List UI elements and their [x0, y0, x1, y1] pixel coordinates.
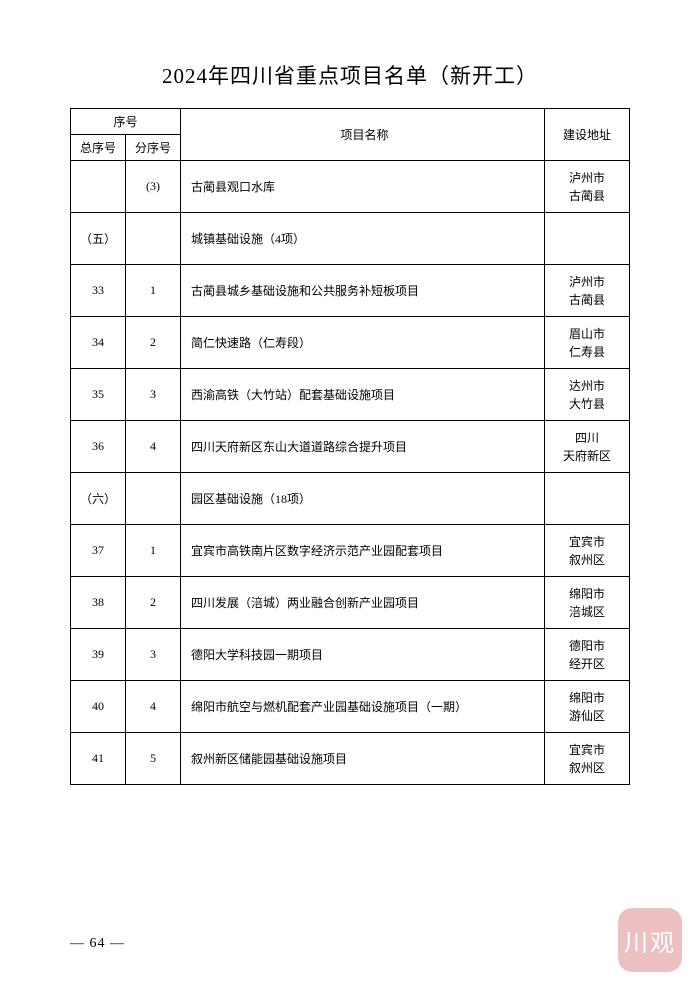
loc-line: 德阳市: [551, 637, 623, 655]
cell-loc: 宜宾市叙州区: [545, 525, 630, 577]
loc-line: 经开区: [551, 655, 623, 673]
cell-total: 40: [71, 681, 126, 733]
cell-name: 叙州新区储能园基础设施项目: [181, 733, 545, 785]
table-row: 39 3 德阳大学科技园一期项目 德阳市经开区: [71, 629, 630, 681]
cell-loc: [545, 473, 630, 525]
cell-name: 园区基础设施（18项）: [181, 473, 545, 525]
cell-total: 36: [71, 421, 126, 473]
cell-name: 西渝高铁（大竹站）配套基础设施项目: [181, 369, 545, 421]
table-header: 序号 项目名称 建设地址 总序号 分序号: [71, 109, 630, 161]
cell-sub: 1: [126, 525, 181, 577]
cell-name: 简仁快速路（仁寿段）: [181, 317, 545, 369]
header-seq-group: 序号: [71, 109, 181, 135]
table-row: 33 1 古蔺县城乡基础设施和公共服务补短板项目 泸州市古蔺县: [71, 265, 630, 317]
loc-line: 四川: [551, 429, 623, 447]
loc-line: 大竹县: [551, 395, 623, 413]
header-location: 建设地址: [545, 109, 630, 161]
header-total-seq: 总序号: [71, 135, 126, 161]
cell-total: 39: [71, 629, 126, 681]
cell-total: 41: [71, 733, 126, 785]
loc-line: 泸州市: [551, 169, 623, 187]
cell-loc: 泸州市古蔺县: [545, 161, 630, 213]
table-body: (3) 古蔺县观口水库 泸州市古蔺县 （五） 城镇基础设施（4项） 33 1 古…: [71, 161, 630, 785]
cell-total: 38: [71, 577, 126, 629]
document-page: 2024年四川省重点项目名单（新开工） 序号 项目名称 建设地址 总序号 分序号…: [0, 0, 700, 990]
cell-loc: 德阳市经开区: [545, 629, 630, 681]
loc-line: 绵阳市: [551, 585, 623, 603]
table-row: 34 2 简仁快速路（仁寿段） 眉山市仁寿县: [71, 317, 630, 369]
table-row: 37 1 宜宾市高铁南片区数字经济示范产业园配套项目 宜宾市叙州区: [71, 525, 630, 577]
loc-line: 古蔺县: [551, 187, 623, 205]
loc-line: 达州市: [551, 377, 623, 395]
cell-loc: 四川天府新区: [545, 421, 630, 473]
loc-line: 仁寿县: [551, 343, 623, 361]
cell-sub: 2: [126, 317, 181, 369]
cell-name: 城镇基础设施（4项）: [181, 213, 545, 265]
loc-line: 宜宾市: [551, 533, 623, 551]
cell-loc: [545, 213, 630, 265]
table-row: （六） 园区基础设施（18项）: [71, 473, 630, 525]
page-title: 2024年四川省重点项目名单（新开工）: [70, 60, 630, 90]
header-sub-seq: 分序号: [126, 135, 181, 161]
loc-line: 古蔺县: [551, 291, 623, 309]
table-row: 35 3 西渝高铁（大竹站）配套基础设施项目 达州市大竹县: [71, 369, 630, 421]
cell-loc: 泸州市古蔺县: [545, 265, 630, 317]
cell-sub: 2: [126, 577, 181, 629]
cell-name: 绵阳市航空与燃机配套产业园基础设施项目（一期）: [181, 681, 545, 733]
cell-name: 宜宾市高铁南片区数字经济示范产业园配套项目: [181, 525, 545, 577]
cell-loc: 宜宾市叙州区: [545, 733, 630, 785]
cell-sub: 4: [126, 421, 181, 473]
cell-total: 34: [71, 317, 126, 369]
watermark-badge: 川观: [618, 908, 682, 972]
cell-sub: 5: [126, 733, 181, 785]
table-row: 38 2 四川发展（涪城）两业融合创新产业园项目 绵阳市涪城区: [71, 577, 630, 629]
cell-sub: [126, 213, 181, 265]
cell-sub: 3: [126, 369, 181, 421]
header-project-name: 项目名称: [181, 109, 545, 161]
cell-name: 德阳大学科技园一期项目: [181, 629, 545, 681]
page-number: — 64 —: [70, 936, 125, 952]
loc-line: 叙州区: [551, 759, 623, 777]
loc-line: 天府新区: [551, 447, 623, 465]
table-row: 41 5 叙州新区储能园基础设施项目 宜宾市叙州区: [71, 733, 630, 785]
loc-line: 游仙区: [551, 707, 623, 725]
cell-loc: 绵阳市游仙区: [545, 681, 630, 733]
projects-table: 序号 项目名称 建设地址 总序号 分序号 (3) 古蔺县观口水库 泸州市古蔺县 …: [70, 108, 630, 785]
cell-total: （五）: [71, 213, 126, 265]
cell-name: 古蔺县观口水库: [181, 161, 545, 213]
cell-sub: 3: [126, 629, 181, 681]
loc-line: 叙州区: [551, 551, 623, 569]
cell-sub: 1: [126, 265, 181, 317]
table-row: (3) 古蔺县观口水库 泸州市古蔺县: [71, 161, 630, 213]
cell-total: （六）: [71, 473, 126, 525]
loc-line: 眉山市: [551, 325, 623, 343]
cell-sub: 4: [126, 681, 181, 733]
cell-sub: (3): [126, 161, 181, 213]
cell-loc: 达州市大竹县: [545, 369, 630, 421]
cell-total: 35: [71, 369, 126, 421]
cell-loc: 绵阳市涪城区: [545, 577, 630, 629]
loc-line: 绵阳市: [551, 689, 623, 707]
cell-total: [71, 161, 126, 213]
cell-loc: 眉山市仁寿县: [545, 317, 630, 369]
loc-line: 泸州市: [551, 273, 623, 291]
table-row: 36 4 四川天府新区东山大道道路综合提升项目 四川天府新区: [71, 421, 630, 473]
loc-line: 宜宾市: [551, 741, 623, 759]
cell-sub: [126, 473, 181, 525]
cell-total: 37: [71, 525, 126, 577]
table-row: （五） 城镇基础设施（4项）: [71, 213, 630, 265]
cell-name: 古蔺县城乡基础设施和公共服务补短板项目: [181, 265, 545, 317]
table-row: 40 4 绵阳市航空与燃机配套产业园基础设施项目（一期） 绵阳市游仙区: [71, 681, 630, 733]
cell-name: 四川天府新区东山大道道路综合提升项目: [181, 421, 545, 473]
loc-line: 涪城区: [551, 603, 623, 621]
cell-name: 四川发展（涪城）两业融合创新产业园项目: [181, 577, 545, 629]
cell-total: 33: [71, 265, 126, 317]
